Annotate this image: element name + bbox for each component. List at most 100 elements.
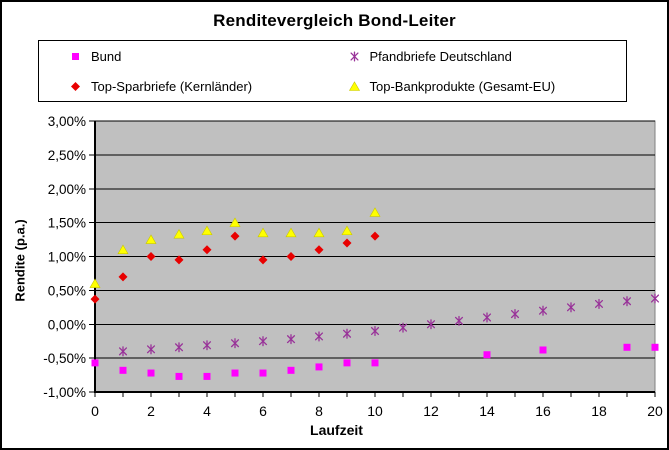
chart-legend: Bund Pfandbriefe Deutschland Top-Sparbri… xyxy=(38,40,627,102)
triangle-marker xyxy=(313,227,325,238)
legend-item-sparbriefe: Top-Sparbriefe (Kernländer) xyxy=(69,79,348,94)
diamond-marker xyxy=(370,231,380,241)
x-tick-label: 4 xyxy=(203,403,211,419)
y-tick-label: 1,50% xyxy=(48,216,86,231)
chart-title: Renditevergleich Bond-Leiter xyxy=(213,11,456,30)
y-tick-label: 2,00% xyxy=(48,182,86,197)
square-marker xyxy=(231,369,239,377)
triangle-marker xyxy=(201,225,213,236)
triangle-marker xyxy=(145,234,157,244)
x-tick-label: 0 xyxy=(91,403,99,419)
diamond-marker xyxy=(342,238,352,248)
xstar-marker xyxy=(398,322,408,333)
xstar-marker xyxy=(174,342,184,353)
diamond-marker xyxy=(202,245,212,255)
y-tick-label: 0,00% xyxy=(48,317,86,332)
square-marker xyxy=(315,363,323,371)
xstar-icon xyxy=(349,50,359,62)
square-marker xyxy=(651,343,659,351)
xstar-marker xyxy=(286,334,296,345)
triangle-marker xyxy=(117,244,129,255)
triangle-marker xyxy=(369,207,381,217)
square-marker xyxy=(119,366,127,374)
xstar-marker xyxy=(202,340,212,351)
y-tick-label: 3,00% xyxy=(48,114,86,129)
square-marker xyxy=(287,366,295,374)
y-axis-title: Rendite (p.a.) xyxy=(12,219,28,302)
xstar-marker xyxy=(314,331,324,342)
diamond-marker xyxy=(146,252,156,261)
xstar-marker xyxy=(370,325,380,337)
series-top-bankprodukte-gesamt-eu- xyxy=(89,207,381,288)
series-bund xyxy=(91,343,659,380)
legend-item-pfandbriefe: Pfandbriefe Deutschland xyxy=(348,49,627,64)
xstar-marker xyxy=(118,346,128,357)
square-marker xyxy=(539,346,547,354)
xstar-marker xyxy=(622,296,632,307)
x-tick-label: 18 xyxy=(591,403,607,419)
square-marker xyxy=(175,372,183,380)
square-marker xyxy=(371,359,379,367)
square-marker xyxy=(343,359,351,367)
x-tick-label: 12 xyxy=(423,403,439,419)
triangle-icon xyxy=(348,80,360,91)
diamond-icon xyxy=(71,81,80,91)
square-marker xyxy=(483,351,491,359)
legend-label: Top-Sparbriefe (Kernländer) xyxy=(91,78,253,94)
square-marker xyxy=(91,359,99,367)
diamond-marker xyxy=(174,255,184,265)
xstar-icon xyxy=(349,50,359,62)
x-tick-label: 20 xyxy=(647,403,663,419)
y-tick-label: 0,50% xyxy=(48,283,86,298)
diamond-marker xyxy=(118,272,128,282)
diamond-marker xyxy=(258,255,268,265)
triangle-marker xyxy=(341,225,353,236)
xstar-marker xyxy=(538,305,548,316)
square-marker xyxy=(623,343,631,351)
legend-label: Pfandbriefe Deutschland xyxy=(369,48,512,64)
x-tick-label: 8 xyxy=(315,403,323,419)
xstar-marker xyxy=(230,338,240,349)
legend-item-bund: Bund xyxy=(69,49,348,64)
x-tick-label: 10 xyxy=(367,403,383,419)
diamond-marker xyxy=(286,252,296,261)
triangle-marker xyxy=(89,278,101,288)
square-marker xyxy=(259,369,267,377)
xstar-marker xyxy=(510,309,520,320)
square-icon xyxy=(72,52,79,60)
xstar-marker xyxy=(650,293,660,304)
xstar-marker xyxy=(566,302,576,313)
square-icon xyxy=(72,52,79,60)
x-tick-label: 6 xyxy=(259,403,267,419)
xstar-marker xyxy=(482,312,492,323)
x-axis-title: Laufzeit xyxy=(310,422,363,438)
square-marker xyxy=(147,369,155,377)
diamond-marker xyxy=(314,245,324,255)
square-marker xyxy=(203,372,211,380)
x-tick-label: 2 xyxy=(147,403,155,419)
xstar-marker xyxy=(342,328,352,339)
triangle-marker xyxy=(229,217,241,227)
legend-label: Bund xyxy=(91,48,122,64)
triangle-icon xyxy=(348,80,360,91)
y-tick-label: -1,00% xyxy=(43,385,86,400)
xstar-marker xyxy=(594,298,604,309)
xstar-marker xyxy=(258,336,268,347)
x-tick-label: 16 xyxy=(535,403,551,419)
xstar-marker xyxy=(426,319,436,330)
series-top-sparbriefe-kernl-nder- xyxy=(90,231,380,304)
triangle-marker xyxy=(173,228,185,239)
x-tick-label: 14 xyxy=(479,403,495,419)
triangle-marker xyxy=(257,227,269,238)
xstar-marker xyxy=(146,344,156,355)
xstar-marker xyxy=(454,315,464,326)
triangle-marker xyxy=(285,227,297,238)
diamond-marker xyxy=(90,294,100,304)
y-tick-label: -0,50% xyxy=(43,351,86,366)
legend-label: Top-Bankprodukte (Gesamt-EU) xyxy=(369,78,556,94)
diamond-icon xyxy=(71,81,80,91)
legend-item-bankprodukte: Top-Bankprodukte (Gesamt-EU) xyxy=(348,79,627,94)
y-tick-label: 2,50% xyxy=(48,148,86,163)
